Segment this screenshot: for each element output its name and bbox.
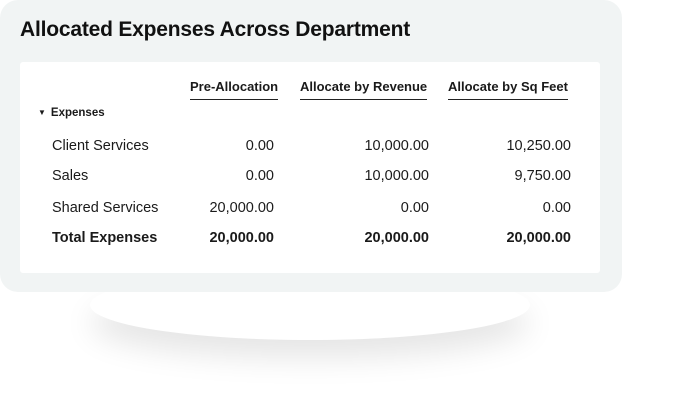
total-value: 20,000.00 [506, 230, 571, 246]
table-row: Client Services 0.00 10,000.00 10,250.00 [20, 138, 600, 158]
caret-down-icon: ▼ [38, 108, 46, 117]
cell-value: 20,000.00 [209, 200, 274, 216]
cell-value: 9,750.00 [514, 168, 571, 184]
row-label: Shared Services [52, 200, 159, 216]
expense-table: Pre-Allocation Allocate by Revenue Alloc… [20, 62, 600, 273]
cell-value: 10,000.00 [364, 168, 429, 184]
column-header-pre-allocation[interactable]: Pre-Allocation [190, 79, 279, 100]
report-card: Allocated Expenses Across Department Pre… [0, 0, 622, 292]
total-value: 20,000.00 [209, 230, 274, 246]
cell-value: 0.00 [542, 200, 571, 216]
row-label: Client Services [52, 138, 149, 154]
cell-value: 0.00 [400, 200, 429, 216]
column-header-allocate-by-sq-feet[interactable]: Allocate by Sq Feet [448, 79, 568, 100]
cell-value: 10,000.00 [364, 138, 429, 154]
row-label: Sales [52, 168, 89, 184]
section-toggle-expenses[interactable]: ▼ Expenses [38, 107, 105, 119]
total-value: 20,000.00 [364, 230, 429, 246]
cell-value: 10,250.00 [506, 138, 571, 154]
section-label: Expenses [50, 107, 105, 119]
cell-value: 0.00 [245, 138, 274, 154]
page-title: Allocated Expenses Across Department [20, 18, 410, 41]
total-label: Total Expenses [52, 230, 158, 246]
column-header-allocate-by-revenue[interactable]: Allocate by Revenue [300, 79, 428, 100]
table-row: Shared Services 20,000.00 0.00 0.00 [20, 200, 600, 220]
total-row: Total Expenses 20,000.00 20,000.00 20,00… [20, 230, 600, 250]
table-row: Sales 0.00 10,000.00 9,750.00 [20, 168, 600, 188]
cell-value: 0.00 [245, 168, 274, 184]
